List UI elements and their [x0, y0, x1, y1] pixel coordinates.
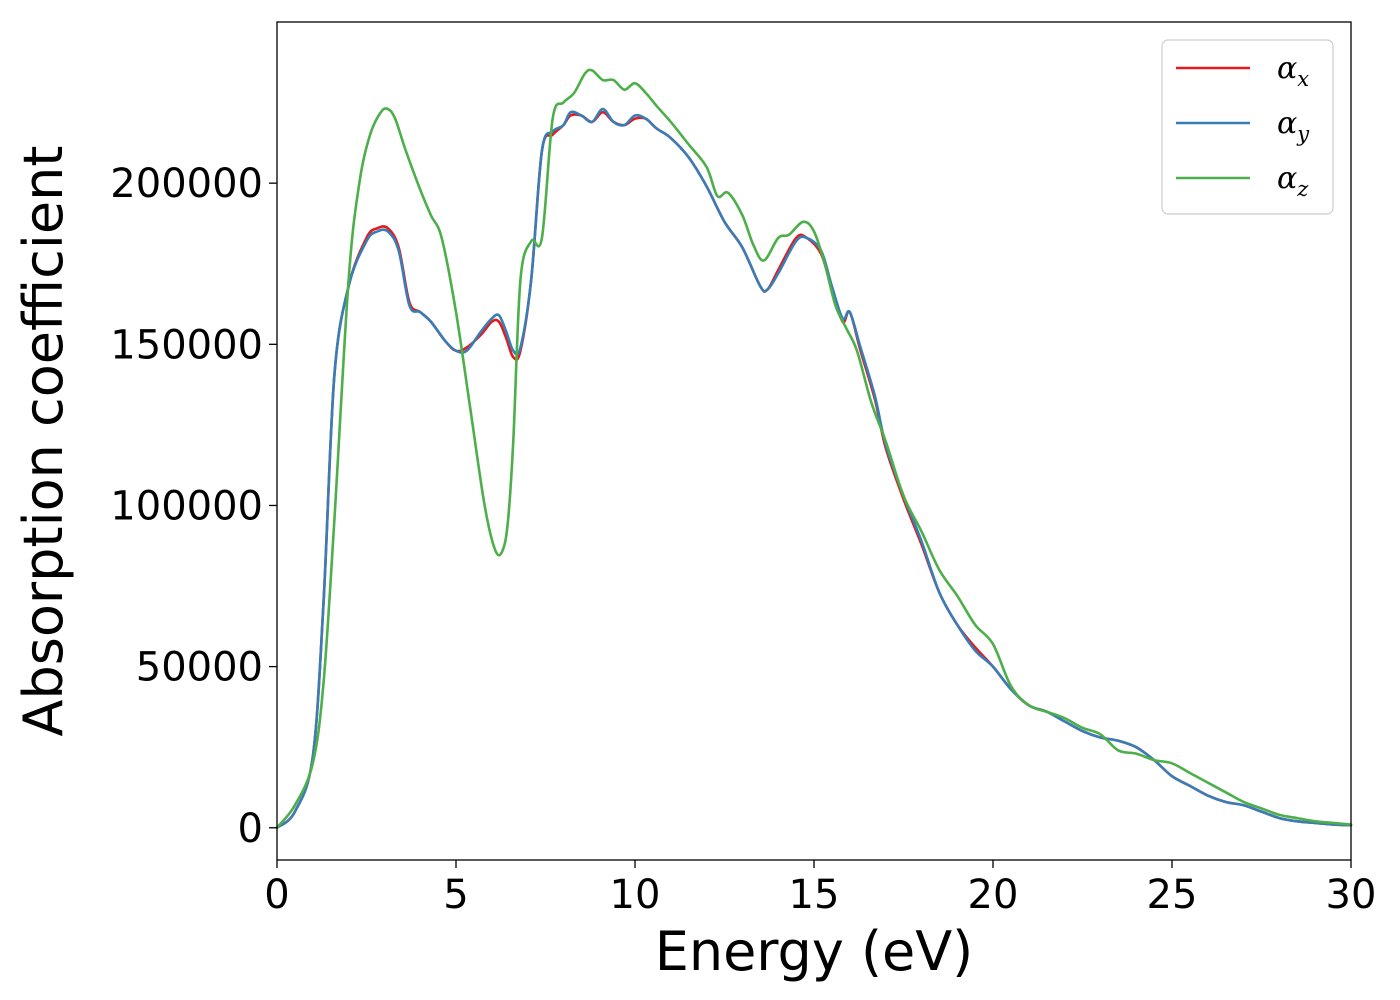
x-tick-label: 0 — [264, 872, 289, 918]
y-tick-label: 200000 — [110, 161, 263, 207]
y-tick-label: 150000 — [110, 322, 263, 368]
x-tick-label: 30 — [1326, 872, 1377, 918]
legend-box — [1161, 39, 1334, 215]
x-tick-label: 25 — [1147, 872, 1198, 918]
legend-label-x: αx — [1277, 51, 1309, 91]
x-tick-label: 5 — [443, 872, 468, 918]
y-tick-label: 50000 — [136, 645, 263, 691]
x-tick-label: 15 — [789, 872, 840, 918]
y-axis-ticks: 0 50000 100000 150000 200000 — [110, 161, 277, 852]
y-tick-label: 0 — [238, 806, 263, 852]
series-lines — [275, 68, 1353, 830]
x-axis-ticks: 0 5 10 15 20 25 30 — [264, 860, 1376, 918]
series-line-z — [275, 68, 1353, 830]
legend-label-y: αy — [1277, 106, 1310, 146]
x-tick-label: 20 — [968, 872, 1019, 918]
y-tick-label: 100000 — [110, 483, 263, 529]
y-axis-label: Absorption coefficient — [12, 146, 75, 737]
series-line-y — [275, 107, 1353, 830]
x-tick-label: 10 — [610, 872, 661, 918]
legend-label-z: αz — [1277, 161, 1309, 201]
legend: αx αy αz — [1161, 39, 1334, 215]
x-axis-label: Energy (eV) — [655, 920, 974, 983]
